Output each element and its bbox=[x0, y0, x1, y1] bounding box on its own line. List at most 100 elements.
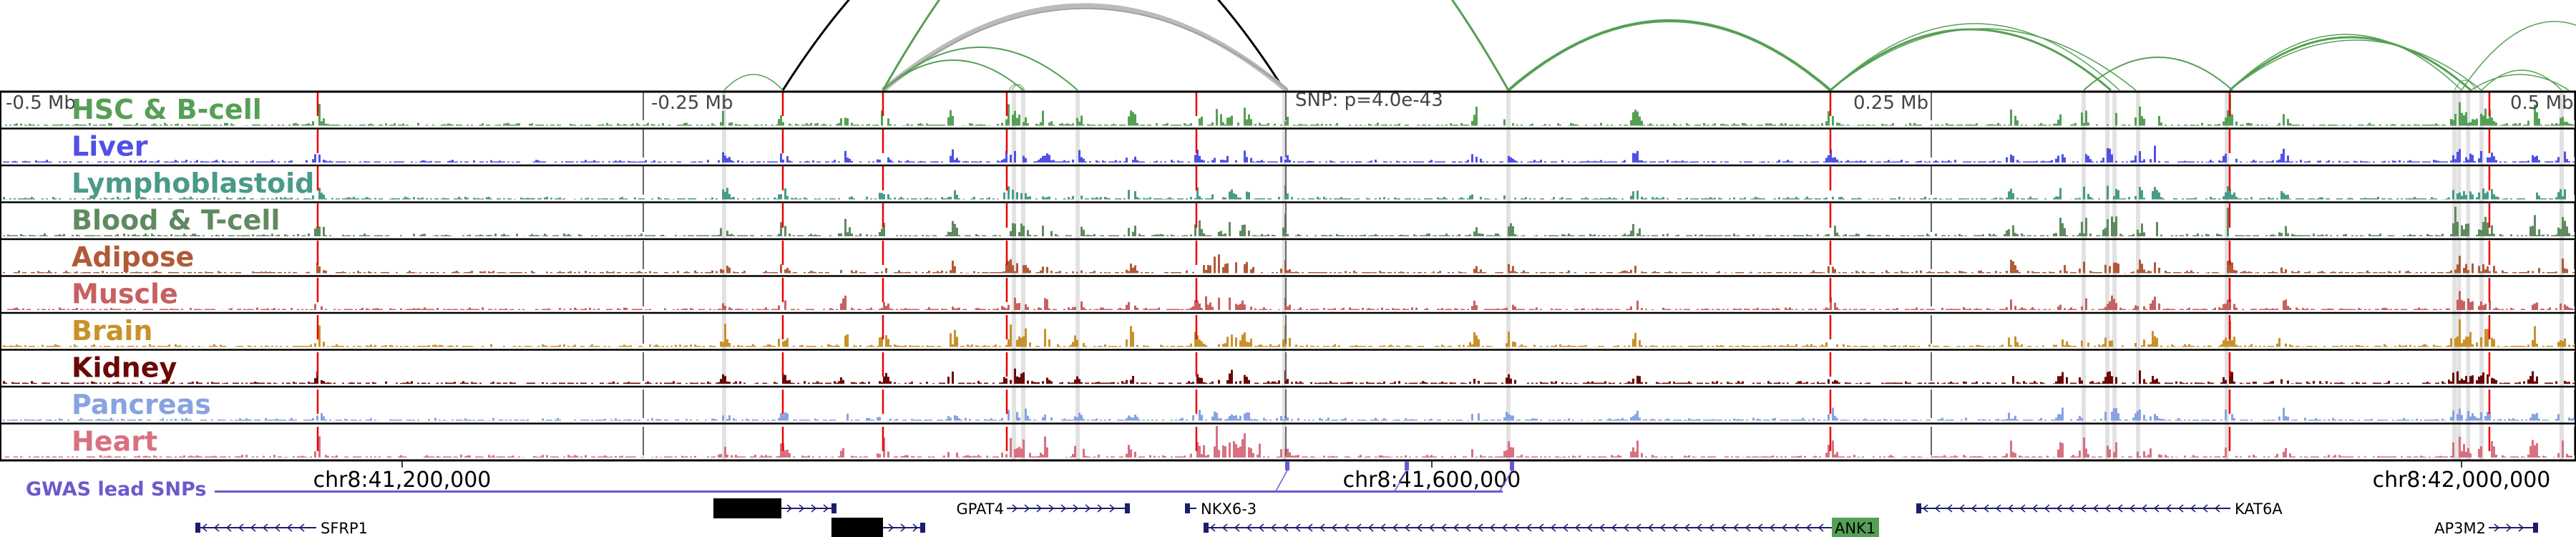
gene-gpat4[interactable]: GPAT4 bbox=[956, 500, 1130, 518]
strand-arrow-icon bbox=[262, 523, 268, 532]
loop-arc bbox=[2461, 21, 2576, 91]
signal-lymphoblastoid bbox=[3, 185, 2566, 200]
strand-arrow-icon bbox=[201, 523, 208, 532]
strand-arrow-icon bbox=[1246, 523, 1252, 532]
strand-arrow-icon bbox=[2177, 504, 2184, 513]
strand-arrow-icon bbox=[1708, 523, 1714, 532]
strand-arrow-icon bbox=[1684, 523, 1690, 532]
strand-arrow-icon bbox=[1501, 523, 1508, 532]
snp-pvalue-label: SNP: p=4.0e-43 bbox=[1295, 90, 1443, 111]
strand-arrow-icon bbox=[1477, 523, 1483, 532]
strand-arrow-icon bbox=[1958, 504, 1965, 513]
gene-kat6a[interactable]: KAT6A bbox=[1916, 500, 2283, 518]
strand-arrow-icon bbox=[2092, 504, 2099, 513]
gene-label: SFRP1 bbox=[321, 520, 368, 537]
loop-arc bbox=[2229, 39, 2482, 91]
strand-arrow-icon bbox=[900, 523, 907, 532]
signal-heart bbox=[5, 426, 2572, 458]
gene-gins4[interactable]: GINS4 bbox=[831, 518, 925, 537]
loop-arc bbox=[1008, 84, 1023, 91]
gene-exon bbox=[2533, 523, 2538, 533]
gene-sfrp1[interactable]: SFRP1 bbox=[195, 520, 368, 537]
strand-arrow-icon bbox=[1562, 523, 1568, 532]
strand-arrow-icon bbox=[1946, 504, 1953, 513]
strand-arrow-icon bbox=[1331, 523, 1337, 532]
strand-arrow-icon bbox=[912, 523, 919, 532]
gene-exon bbox=[1916, 503, 1921, 513]
strand-arrow-icon bbox=[2153, 504, 2160, 513]
strand-arrow-icon bbox=[1623, 523, 1629, 532]
gene-label: ANK1 bbox=[1835, 520, 1875, 537]
loop-arc bbox=[1830, 23, 2120, 91]
gene-ank1[interactable]: ANK1 bbox=[1204, 518, 1879, 537]
strand-arrow-icon bbox=[888, 523, 894, 532]
strand-arrow-icon bbox=[1355, 523, 1362, 532]
track-label: Muscle bbox=[72, 279, 178, 310]
strand-arrow-icon bbox=[1307, 523, 1313, 532]
coordinate-label: chr8:42,000,000 bbox=[2373, 468, 2551, 493]
strand-arrow-icon bbox=[1012, 504, 1018, 513]
loop-arc bbox=[723, 74, 784, 91]
strand-arrow-icon bbox=[1367, 523, 1374, 532]
strand-arrow-icon bbox=[1319, 523, 1325, 532]
strand-arrow-icon bbox=[1732, 523, 1739, 532]
loop-arc bbox=[2481, 69, 2562, 91]
strand-arrow-icon bbox=[2080, 504, 2087, 513]
track-label: HSC & B-cell bbox=[72, 94, 262, 125]
strand-arrow-icon bbox=[1805, 523, 1812, 532]
gwas-connector bbox=[1275, 470, 1288, 492]
strand-arrow-icon bbox=[1073, 504, 1079, 513]
strand-arrow-icon bbox=[274, 523, 280, 532]
strand-arrow-icon bbox=[1258, 523, 1264, 532]
strand-arrow-icon bbox=[786, 504, 793, 513]
gwas-snp-marker bbox=[1285, 461, 1289, 470]
strand-arrow-icon bbox=[1647, 523, 1654, 532]
track-label: Liver bbox=[72, 131, 148, 163]
gene-nkx6-3[interactable]: NKX6-3 bbox=[1185, 500, 1257, 518]
loop-arc bbox=[882, 59, 1024, 91]
track-borders bbox=[0, 90, 2576, 462]
strand-arrow-icon bbox=[1060, 504, 1067, 513]
gene-label: NKX6-3 bbox=[1201, 500, 1257, 518]
strand-arrow-icon bbox=[2190, 504, 2196, 513]
gwas-connector bbox=[1394, 470, 1407, 492]
track-label: Heart bbox=[72, 426, 157, 458]
strand-arrow-icon bbox=[1672, 523, 1678, 532]
gwas-snp-marker bbox=[1405, 461, 1409, 470]
strand-arrow-icon bbox=[2129, 504, 2135, 513]
strand-arrow-icon bbox=[1611, 523, 1617, 532]
strand-arrow-icon bbox=[238, 523, 244, 532]
strand-arrow-icon bbox=[1404, 523, 1410, 532]
strand-arrow-icon bbox=[225, 523, 232, 532]
strand-arrow-icon bbox=[2214, 504, 2220, 513]
loop-arc bbox=[2083, 57, 2233, 91]
strand-arrow-icon bbox=[1085, 504, 1091, 513]
strand-arrow-icon bbox=[1922, 504, 1928, 513]
strand-arrow-icon bbox=[286, 523, 293, 532]
gene-golga7[interactable]: GOLGA7 bbox=[713, 498, 836, 518]
strand-arrow-icon bbox=[2056, 504, 2062, 513]
strand-arrow-icon bbox=[799, 504, 805, 513]
gene-ap3m2[interactable]: AP3M2 bbox=[2434, 520, 2538, 537]
strand-arrow-icon bbox=[1270, 523, 1277, 532]
gene-exon bbox=[1125, 503, 1130, 513]
strand-arrow-icon bbox=[1818, 523, 1824, 532]
loop-arc bbox=[1830, 28, 2112, 92]
gene-label: AP3M2 bbox=[2434, 520, 2486, 537]
strand-arrow-icon bbox=[1453, 523, 1459, 532]
strand-arrow-icon bbox=[1769, 523, 1775, 532]
gwas-snp-marker bbox=[1510, 461, 1514, 470]
gwas-connector bbox=[1499, 470, 1513, 492]
strand-arrow-icon bbox=[1971, 504, 1977, 513]
strand-arrow-icon bbox=[1234, 523, 1240, 532]
strand-arrow-icon bbox=[1036, 504, 1043, 513]
strand-arrow-icon bbox=[250, 523, 256, 532]
strand-arrow-icon bbox=[1416, 523, 1423, 532]
strand-arrow-icon bbox=[1380, 523, 1386, 532]
gwas-track-label: GWAS lead SNPs bbox=[26, 478, 206, 500]
strand-arrow-icon bbox=[2202, 504, 2208, 513]
strand-arrow-icon bbox=[2007, 504, 2014, 513]
gene-highlight-box bbox=[1832, 518, 1879, 537]
strand-arrow-icon bbox=[823, 504, 829, 513]
